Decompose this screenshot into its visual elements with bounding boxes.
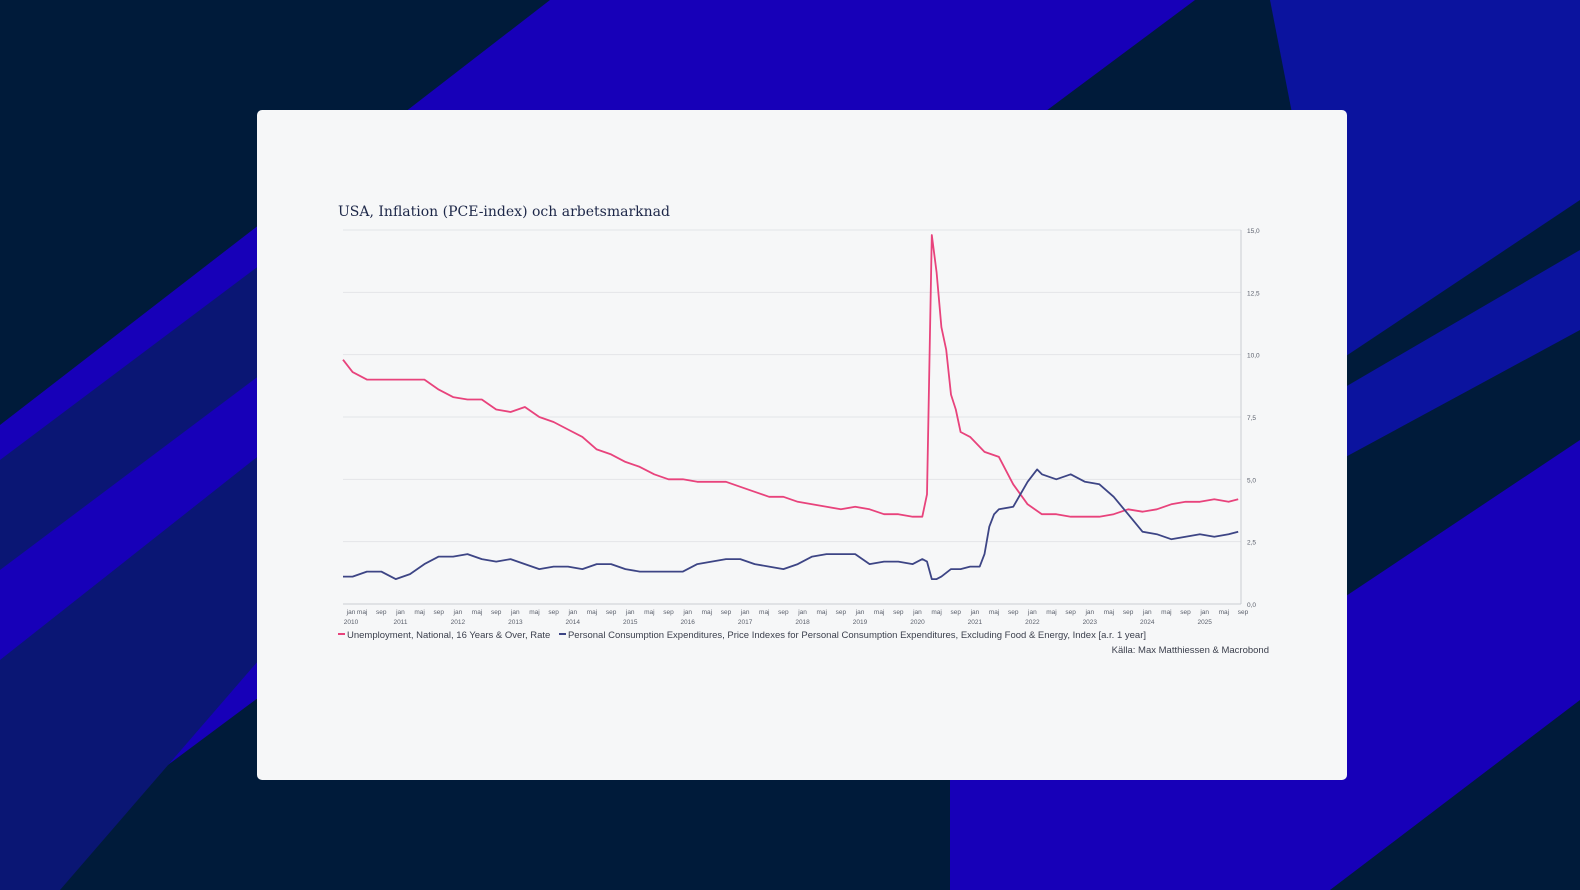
y-tick-label: 2,5 [1247,540,1256,547]
x-tick-label: maj [472,609,482,616]
x-tick-year-label: 2013 [508,619,523,626]
chart-legend: Unemployment, National, 16 Years & Over,… [338,630,1152,641]
x-tick-label: jan [1084,609,1094,616]
x-tick-label: sep [836,609,847,616]
x-tick-label: sep [951,609,962,616]
x-tick-label: sep [1238,609,1249,616]
x-tick-label: jan [1142,609,1152,616]
x-tick-label: maj [874,609,884,616]
x-tick-label: sep [548,609,559,616]
x-tick-label: sep [778,609,789,616]
x-tick-label: maj [357,609,367,616]
background-stripe [1270,0,1580,360]
x-tick-label: jan [510,609,520,616]
x-tick-year-label: 2019 [853,619,868,626]
unemployment-series-line [342,234,1239,518]
pce-series-line [343,468,1239,580]
x-tick-label: sep [434,609,445,616]
x-tick-label: jan [740,609,750,616]
y-tick-label: 7,5 [1247,415,1256,422]
x-tick-label: sep [491,609,502,616]
legend-item-unemployment: Unemployment, National, 16 Years & Over,… [338,630,550,641]
x-tick-label: jan [797,609,807,616]
x-tick-year-label: 2017 [738,619,753,626]
x-tick-year-label: 2011 [393,619,407,626]
x-tick-label: maj [414,609,424,616]
x-tick-year-label: 2015 [623,619,638,626]
x-tick-label: maj [1161,609,1171,616]
x-tick-label: jan [1027,609,1037,616]
x-tick-label: maj [529,609,539,616]
x-tick-label: jan [346,609,356,616]
legend-swatch [558,633,566,636]
x-tick-label: maj [931,609,941,616]
x-tick-label: maj [587,609,597,616]
x-tick-label: jan [855,609,865,616]
x-tick-label: sep [663,609,674,616]
x-tick-label: jan [1199,609,1209,616]
x-tick-year-label: 2014 [566,619,581,626]
legend-swatch [338,633,345,636]
legend-item-pce: Personal Consumption Expenditures, Price… [558,630,1147,641]
x-tick-label: maj [989,609,999,616]
y-tick-label: 5,0 [1247,477,1256,484]
chart-card: 0,0 2,5 5,0 7,5 10,0 12,5 15,0 jan 2010 maj sep jan… [257,110,1347,780]
x-tick-year-label: 2010 [344,619,359,626]
chart-title: USA, Inflation (PCE-index) och arbetsmar… [338,204,670,220]
background-stripe [0,220,320,570]
x-tick-label: sep [376,609,387,616]
x-tick-year-label: 2022 [1025,619,1040,626]
x-tick-year-label: 2020 [910,619,925,626]
x-tick-year-label: 2025 [1197,619,1212,626]
x-tick-label: maj [702,609,712,616]
y-tick-label: 12,5 [1247,290,1260,297]
x-tick-label: sep [1065,609,1076,616]
x-tick-year-label: 2021 [968,619,983,626]
chart-source: Källa: Max Matthiessen & Macrobond [1111,645,1269,656]
x-tick-label: jan [453,609,463,616]
x-tick-label: maj [816,609,826,616]
y-tick-label: 0,0 [1247,602,1256,609]
line-chart: 0,0 2,5 5,0 7,5 10,0 12,5 15,0 jan 2010 maj sep jan… [342,228,1260,626]
x-tick-label: sep [1123,609,1134,616]
x-tick-year-label: 2024 [1140,619,1155,626]
x-tick-label: jan [567,609,577,616]
legend-label: Personal Consumption Expenditures, Price… [567,630,1147,641]
y-tick-label: 15,0 [1247,228,1260,235]
x-tick-label: maj [1219,609,1229,616]
x-tick-label: maj [1046,609,1056,616]
x-tick-label: jan [912,609,922,616]
x-tick-label: maj [644,609,654,616]
x-tick-label: sep [1008,609,1019,616]
x-tick-label: jan [682,609,692,616]
x-tick-label: sep [721,609,732,616]
background-stripe [1340,250,1580,460]
x-tick-label: maj [759,609,769,616]
x-tick-year-label: 2016 [680,619,695,626]
x-tick-year-label: 2018 [795,619,810,626]
x-tick-label: jan [970,609,980,616]
x-tick-year-label: 2012 [451,619,466,626]
x-tick-label: jan [395,609,405,616]
x-tick-label: sep [1180,609,1191,616]
x-tick-label: sep [893,609,904,616]
legend-label: Unemployment, National, 16 Years & Over,… [347,630,551,641]
x-tick-year-label: 2023 [1083,619,1098,626]
x-tick-label: maj [1104,609,1114,616]
x-tick-label: sep [606,609,617,616]
y-tick-label: 10,0 [1247,353,1260,360]
x-tick-label: jan [625,609,635,616]
